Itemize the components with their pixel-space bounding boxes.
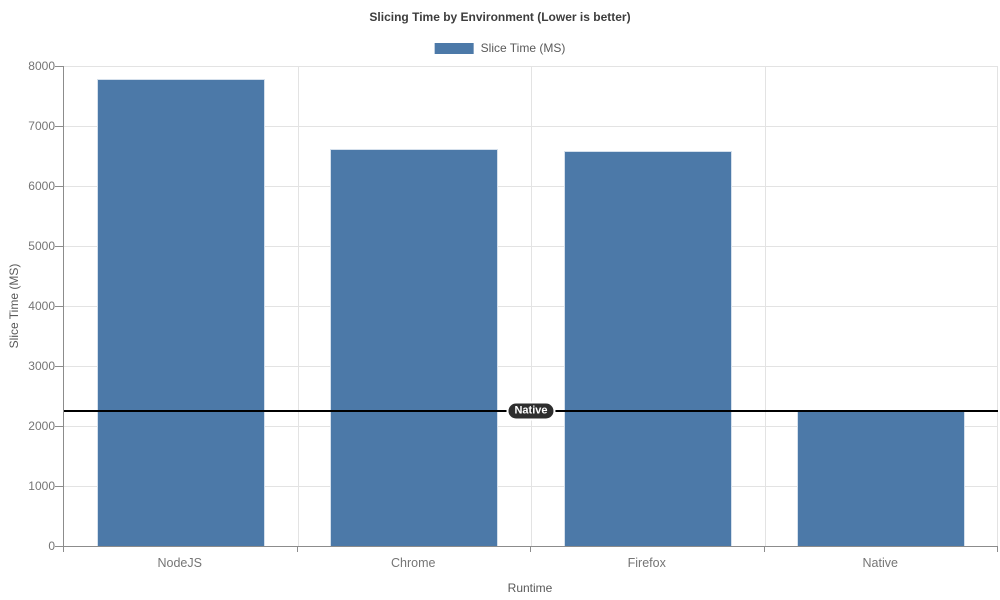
bar-native xyxy=(797,411,966,546)
reference-label-native: Native xyxy=(506,401,556,421)
y-tick-6000 xyxy=(55,186,63,187)
plot-area: Native xyxy=(63,66,998,547)
bar-firefox xyxy=(563,151,732,546)
y-tick-label-4000: 4000 xyxy=(28,299,55,313)
y-tick-label-6000: 6000 xyxy=(28,179,55,193)
y-tick-label-3000: 3000 xyxy=(28,359,55,373)
x-tick-label-native: Native xyxy=(862,556,898,570)
y-tick-7000 xyxy=(55,126,63,127)
y-tick-label-5000: 5000 xyxy=(28,239,55,253)
gridline-x-2 xyxy=(531,66,532,546)
x-tick-4 xyxy=(997,547,998,552)
x-tick-3 xyxy=(763,547,765,552)
x-tick-0 xyxy=(63,547,64,552)
y-tick-8000 xyxy=(55,66,63,67)
legend-label: Slice Time (MS) xyxy=(480,41,566,55)
chart-title: Slicing Time by Environment (Lower is be… xyxy=(369,10,631,24)
y-tick-label-7000: 7000 xyxy=(28,119,55,133)
y-tick-1000 xyxy=(55,486,63,487)
y-tick-3000 xyxy=(55,366,63,367)
legend-swatch xyxy=(434,42,474,54)
x-tick-label-nodejs: NodeJS xyxy=(157,556,202,570)
bar-chrome xyxy=(330,149,499,546)
y-tick-label-8000: 8000 xyxy=(28,59,55,73)
y-tick-label-2000: 2000 xyxy=(28,419,55,433)
x-axis-title: Runtime xyxy=(507,581,553,595)
gridline-x-1 xyxy=(297,66,299,546)
y-tick-label-0: 0 xyxy=(48,539,55,553)
y-tick-2000 xyxy=(55,426,63,427)
gridline-x-3 xyxy=(764,66,766,546)
x-tick-label-firefox: Firefox xyxy=(627,556,666,570)
bar-nodejs xyxy=(96,79,265,546)
y-tick-label-1000: 1000 xyxy=(28,479,55,493)
x-tick-1 xyxy=(296,547,298,552)
x-tick-label-chrome: Chrome xyxy=(391,556,436,570)
y-tick-4000 xyxy=(55,306,63,307)
y-tick-5000 xyxy=(55,246,63,247)
plot-right-edge xyxy=(997,66,998,546)
legend: Slice Time (MS) xyxy=(434,41,566,55)
y-tick-0 xyxy=(55,546,63,547)
x-tick-2 xyxy=(530,547,531,552)
